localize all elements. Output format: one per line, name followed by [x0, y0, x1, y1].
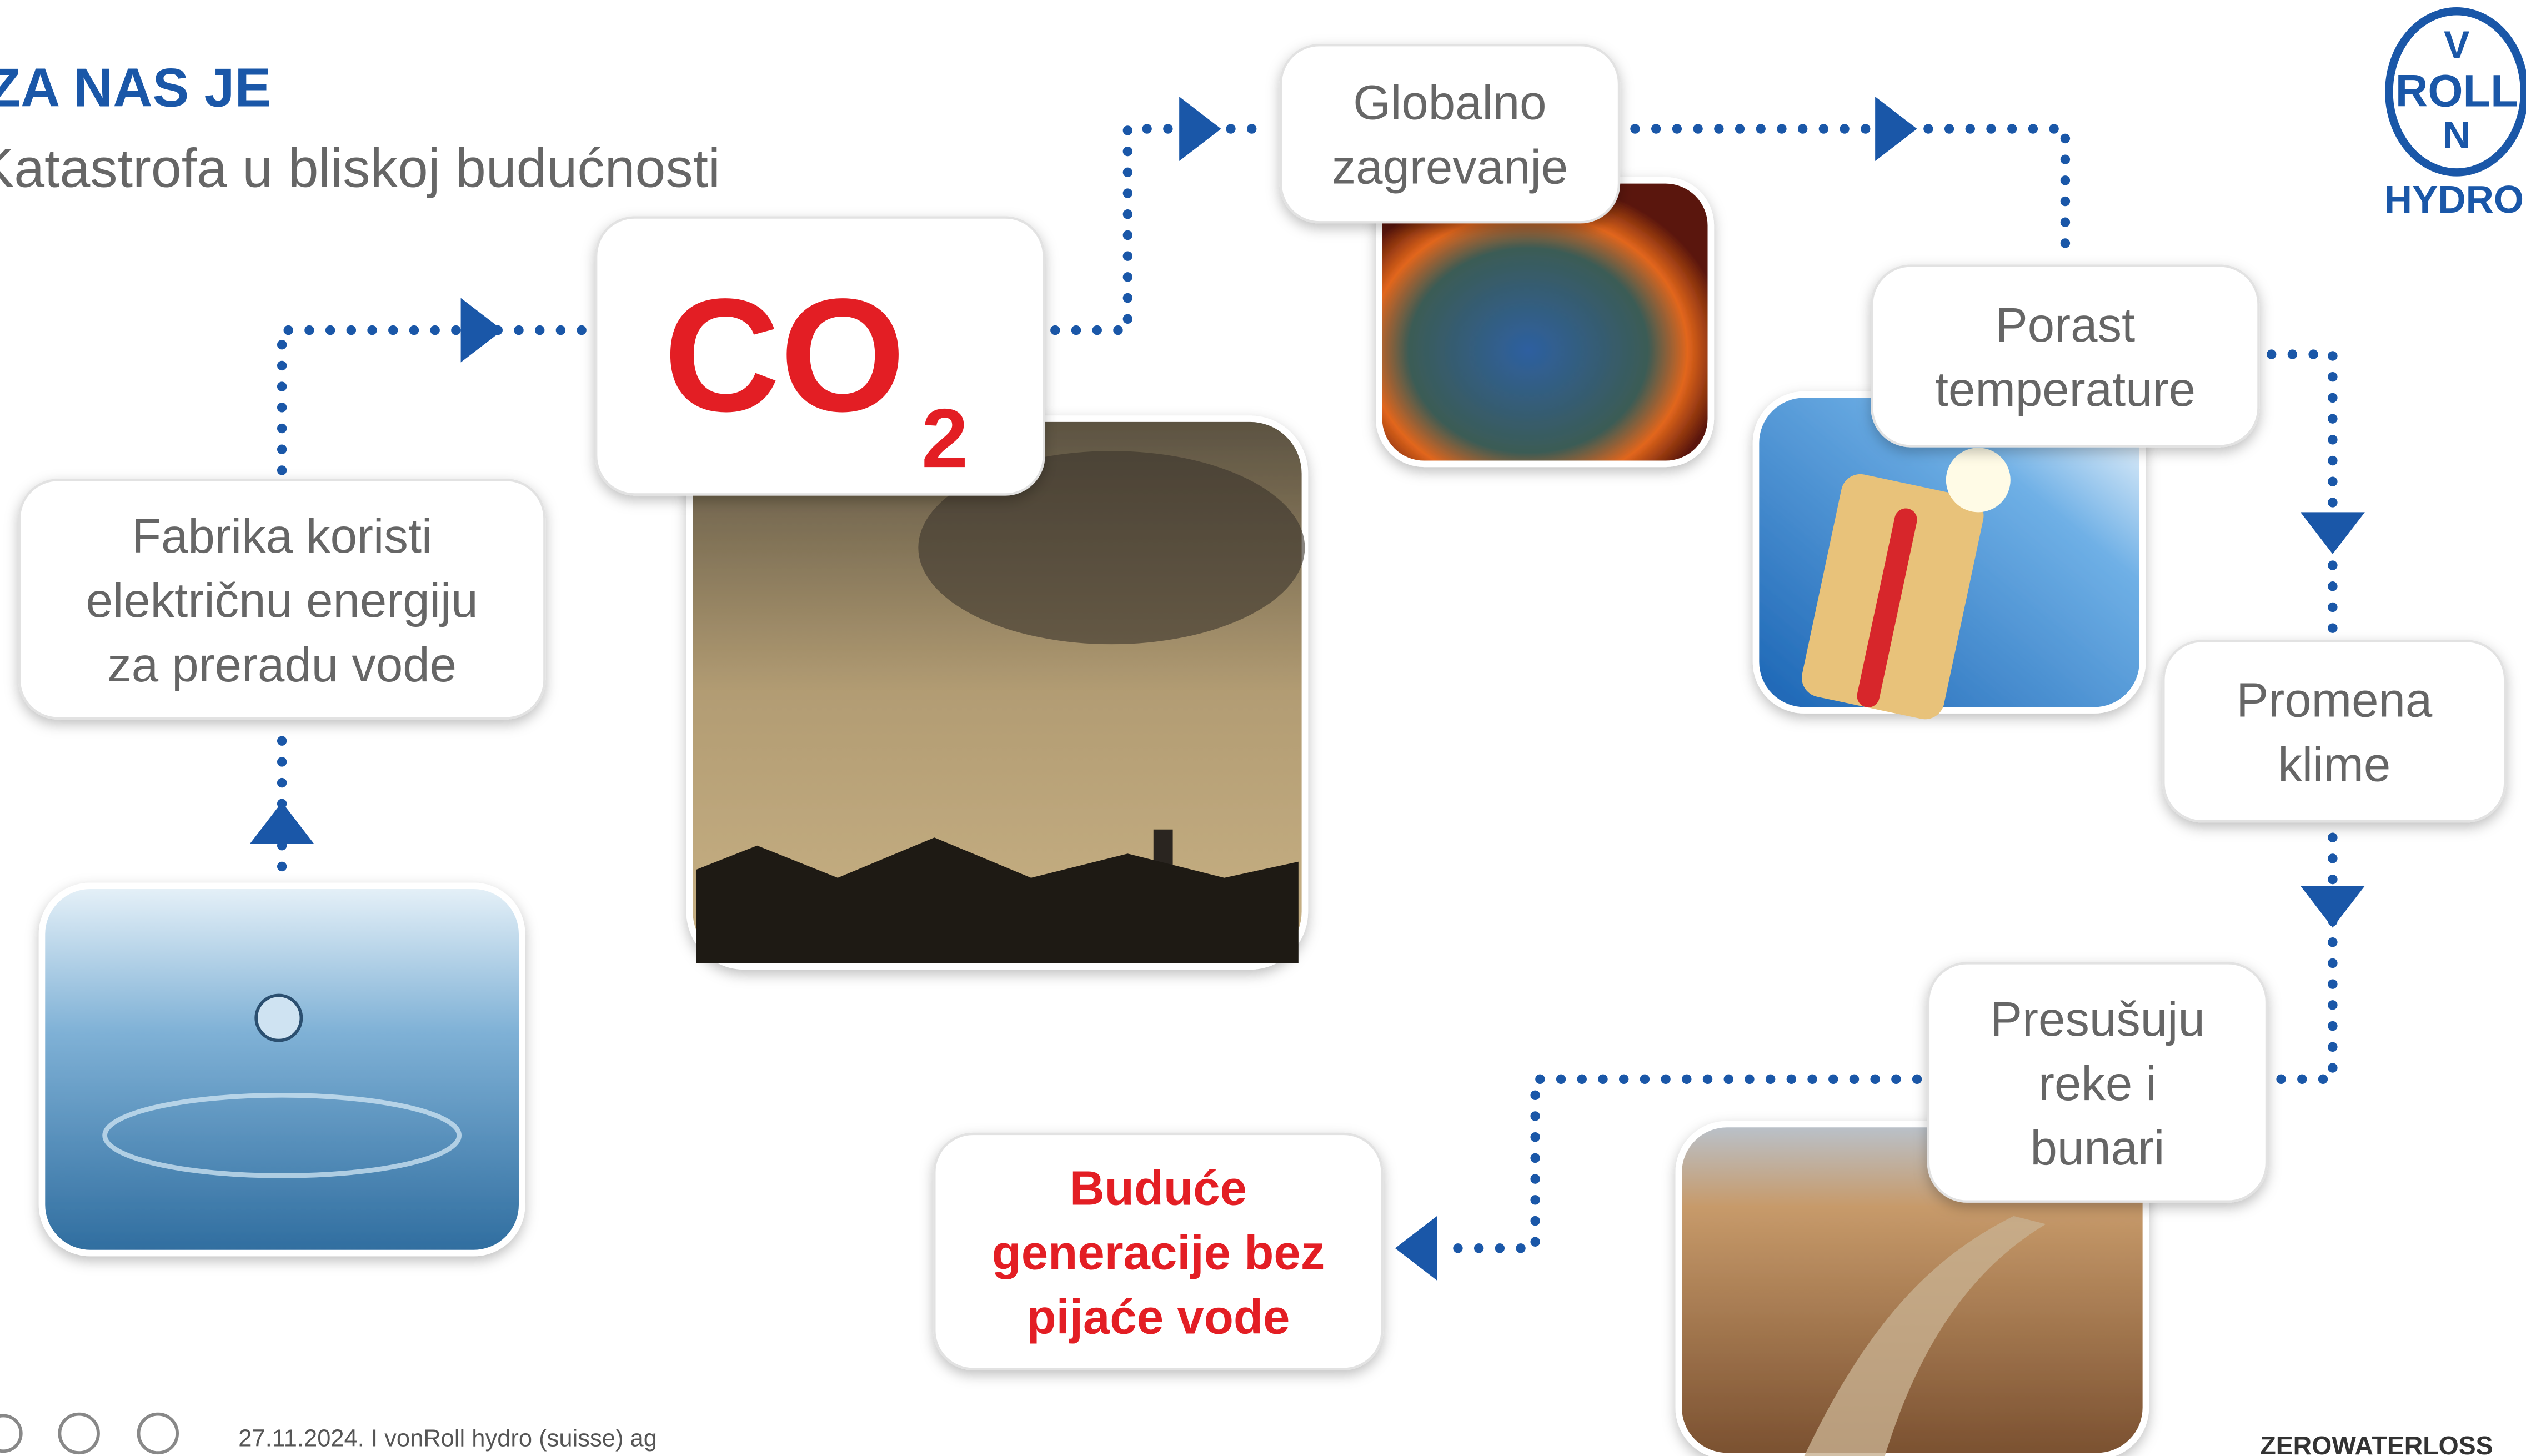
water-image	[42, 886, 522, 1253]
logo-name: HYDRO	[2384, 178, 2524, 221]
node-text: Promena	[2236, 674, 2433, 727]
slide-subtitle: Katastrofa u bliskoj budućnosti	[0, 137, 720, 198]
co2-text: CO	[664, 265, 905, 445]
slide: ZA NAS JE Katastrofa u bliskoj budućnost…	[0, 0, 2526, 1456]
node-text: bunari	[2031, 1121, 2165, 1175]
node-box	[1281, 45, 1619, 222]
node-text: za preradu vode	[107, 638, 457, 692]
slide-title: ZA NAS JE	[0, 57, 271, 118]
node-box	[2163, 641, 2505, 821]
node-text: reke i	[2038, 1057, 2157, 1111]
node-text: Presušuju	[1990, 992, 2205, 1046]
logo-text: ROLL	[2395, 66, 2518, 116]
node-text: zagrevanje	[1332, 140, 1568, 194]
node-text: temperature	[1935, 363, 2196, 416]
co2-node: CO 2	[596, 218, 1044, 495]
co2-subscript: 2	[921, 391, 968, 485]
node-text: Buduće	[1070, 1162, 1247, 1216]
node: Buduće generacije bez pijaće vode	[934, 1134, 1382, 1369]
node-text: Fabrika koristi	[132, 509, 432, 563]
footer-date: 27.11.2024. I vonRoll hydro (suisse) ag	[238, 1425, 657, 1452]
logo: V ROLL N HYDRO	[2384, 11, 2524, 221]
node-text: električnu energiju	[86, 574, 478, 627]
node: Fabrika koristi električnu energiju za pre…	[19, 480, 545, 718]
logo-text: N	[2443, 113, 2470, 157]
node-box	[1872, 266, 2258, 446]
node-text: Porast	[1996, 298, 2135, 352]
node: Presušuju reke i bunari	[1928, 963, 2267, 1201]
node: Porast temperature	[1872, 266, 2258, 446]
node-text: pijaće vode	[1027, 1291, 1290, 1344]
node: Globalno zagrevanje	[1281, 45, 1619, 222]
node-text: klime	[2278, 738, 2390, 792]
node-text: generacije bez	[992, 1226, 1325, 1280]
logo-text: V	[2444, 23, 2469, 66]
footer-brand: ZEROWATERLOSS	[2260, 1431, 2493, 1456]
node: Promena klime	[2163, 641, 2505, 821]
node-text: Globalno	[1353, 76, 1546, 130]
